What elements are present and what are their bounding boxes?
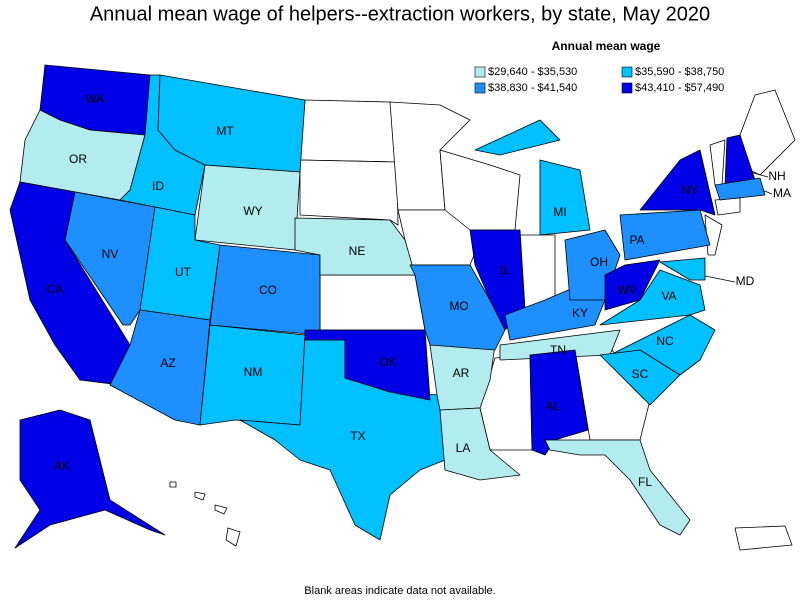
state xyxy=(469,229,526,331)
state-ks xyxy=(319,274,426,331)
state-label: MA xyxy=(773,186,791,200)
state xyxy=(604,259,661,311)
state-label: NV xyxy=(102,247,119,261)
state-label: NM xyxy=(244,365,263,379)
state-label: NY xyxy=(682,183,699,197)
state-label: CA xyxy=(47,282,64,296)
state-label: AR xyxy=(453,366,470,380)
state-label: NH xyxy=(768,169,785,183)
state-label: LA xyxy=(456,441,471,455)
state xyxy=(639,149,716,216)
legend-label: $38,830 - $41,540 xyxy=(488,82,577,94)
state-label: WV xyxy=(617,283,636,297)
state xyxy=(304,329,431,401)
legend: $29,640 - $35,530 $35,590 - $38,750 $38,83… xyxy=(474,66,724,94)
state-label: KY xyxy=(572,306,588,320)
legend-swatch xyxy=(474,82,486,94)
legend-swatch xyxy=(621,66,633,78)
state-label: PA xyxy=(629,233,644,247)
state-sd xyxy=(299,159,399,226)
state xyxy=(14,409,166,549)
state xyxy=(439,407,521,481)
state-label: MT xyxy=(216,124,234,138)
state xyxy=(659,257,706,281)
legend-label: $43,410 - $57,490 xyxy=(635,82,724,94)
state-label: WA xyxy=(86,92,105,106)
state-hi xyxy=(169,481,241,547)
legend-swatch xyxy=(474,66,486,78)
state-label: WY xyxy=(243,204,262,218)
state xyxy=(109,309,211,426)
state-label: MO xyxy=(449,299,468,313)
state-label: VA xyxy=(661,289,676,303)
state-label: NC xyxy=(656,334,674,348)
state-label: TN xyxy=(550,343,566,357)
state-label: MD xyxy=(736,274,755,288)
state-label: OR xyxy=(69,152,87,166)
state-label: ID xyxy=(152,179,164,193)
state-vt xyxy=(709,139,726,186)
state-label: SC xyxy=(632,367,649,381)
state-nd xyxy=(299,99,398,163)
leader-line xyxy=(699,274,736,283)
legend-title: Annual mean wage xyxy=(552,39,661,53)
state-label: MI xyxy=(553,205,566,219)
state xyxy=(544,439,691,536)
state-ct xyxy=(714,197,741,216)
state-label: OH xyxy=(590,255,608,269)
state xyxy=(599,349,681,406)
state xyxy=(474,119,591,236)
state-label: CO xyxy=(259,283,277,297)
state-pr xyxy=(734,525,793,551)
state-label: OK xyxy=(379,355,396,369)
legend-label: $29,640 - $35,530 xyxy=(488,66,577,78)
state xyxy=(409,264,506,351)
state xyxy=(714,177,766,201)
state-labels: WA OR CA NV ID MT WY UT CO AZ NM TX NE OK AR LA MO IL TN KY… xyxy=(47,92,791,489)
state xyxy=(619,209,711,261)
state-label: TX xyxy=(350,429,365,443)
state-label: IL xyxy=(500,263,510,277)
legend-swatch xyxy=(621,82,633,94)
states xyxy=(9,64,766,549)
legend-label: $35,590 - $38,750 xyxy=(635,66,724,78)
map-title: Annual mean wage of helpers--extraction … xyxy=(90,3,710,25)
state-label: AK xyxy=(54,459,70,473)
state xyxy=(294,217,416,276)
state-label: AZ xyxy=(160,356,175,370)
state-label: NE xyxy=(349,244,366,258)
state-label: UT xyxy=(175,265,192,279)
state-label: AL xyxy=(546,399,561,413)
state-label: FL xyxy=(638,475,652,489)
footnote: Blank areas indicate data not available. xyxy=(304,585,495,597)
